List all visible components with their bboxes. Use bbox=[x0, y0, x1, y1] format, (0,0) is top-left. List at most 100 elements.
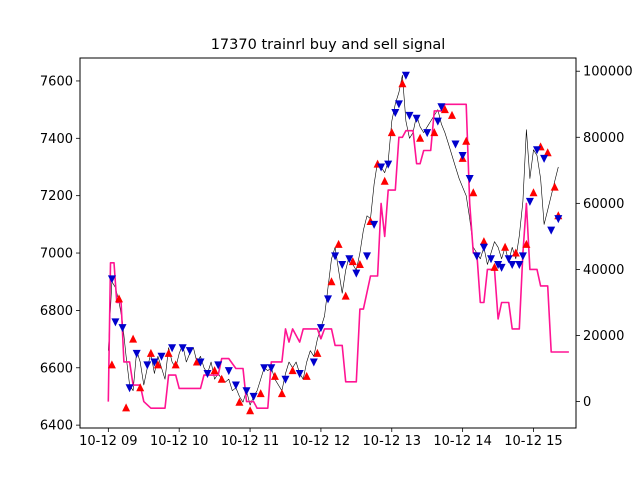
buy-signal-marker bbox=[543, 148, 552, 157]
buy-signal-marker bbox=[217, 374, 226, 383]
y-right-tick-label: 20000 bbox=[583, 329, 624, 344]
sell-signal-marker bbox=[497, 263, 506, 272]
sell-signal-marker bbox=[352, 269, 361, 278]
sell-signal-marker bbox=[168, 344, 177, 353]
sell-signal-marker bbox=[132, 349, 141, 358]
sell-signal-marker bbox=[309, 358, 318, 367]
buy-signal-marker bbox=[171, 360, 180, 369]
sell-signal-marker bbox=[150, 358, 159, 367]
sell-signal-marker bbox=[111, 318, 120, 327]
x-tick-label: 10-12 14 bbox=[433, 434, 491, 449]
sell-signal-marker bbox=[518, 252, 527, 261]
sell-signal-marker bbox=[118, 324, 127, 333]
y-left-tick-label: 6600 bbox=[40, 361, 73, 376]
buy-signal-marker bbox=[348, 257, 357, 266]
buy-signal-marker bbox=[246, 406, 255, 415]
sell-signal-marker bbox=[157, 352, 166, 361]
x-tick-label: 10-12 15 bbox=[504, 434, 562, 449]
sell-signal-marker bbox=[533, 146, 541, 155]
sell-signal-marker bbox=[125, 384, 134, 393]
sell-signal-marker bbox=[370, 220, 379, 229]
buy-signal-marker bbox=[440, 105, 449, 114]
sell-signal-marker bbox=[472, 252, 481, 261]
buy-signal-marker bbox=[522, 239, 531, 248]
sell-signal-marker bbox=[525, 197, 534, 206]
sell-signal-marker bbox=[178, 344, 187, 353]
buy-signal-marker bbox=[136, 383, 145, 392]
buy-signal-marker bbox=[313, 348, 322, 357]
sell-signal-marker bbox=[196, 358, 205, 367]
sell-signal-marker bbox=[540, 154, 549, 163]
sell-signal-marker bbox=[391, 109, 400, 117]
buy-signal-marker bbox=[122, 403, 131, 412]
buy-signal-marker bbox=[270, 371, 279, 380]
sell-signal-marker bbox=[504, 255, 513, 264]
y-axis-right: 0 20000 40000 60000 80000 100000 bbox=[576, 65, 633, 410]
buy-signal-marker bbox=[192, 357, 201, 366]
buy-signal-marker bbox=[550, 182, 559, 191]
buy-signal-marker bbox=[334, 239, 343, 248]
x-tick-label: 10-12 11 bbox=[221, 434, 279, 449]
buy-signal-marker bbox=[448, 110, 456, 119]
sell-signal-marker bbox=[423, 129, 432, 138]
buy-signal-marker bbox=[256, 389, 265, 398]
buy-signal-marker bbox=[146, 348, 155, 357]
buy-signal-marker bbox=[153, 360, 162, 369]
buy-signal-marker bbox=[469, 188, 478, 197]
sell-signal-marker bbox=[554, 215, 563, 224]
y-left-tick-label: 7000 bbox=[40, 247, 73, 262]
buy-signal-marker bbox=[511, 248, 520, 257]
y-right-tick-label: 60000 bbox=[583, 197, 624, 212]
buy-signal-marker bbox=[462, 136, 471, 145]
sell-signal-marker bbox=[249, 392, 258, 401]
sell-signal-marker bbox=[224, 367, 233, 376]
y-left-tick-label: 7200 bbox=[40, 189, 73, 204]
y-right-tick-label: 80000 bbox=[583, 131, 624, 146]
x-tick-label: 10-12 10 bbox=[150, 434, 208, 449]
buy-signal-marker bbox=[529, 188, 538, 197]
sell-signal-marker bbox=[143, 361, 152, 370]
sell-signal-marker bbox=[487, 255, 495, 264]
y-right-tick-label: 40000 bbox=[583, 263, 624, 278]
sell-signal-marker bbox=[345, 255, 354, 264]
buy-signal-marker bbox=[107, 360, 116, 369]
sell-signal-marker bbox=[107, 275, 116, 284]
sell-signal-marker bbox=[384, 160, 393, 169]
sell-signal-marker bbox=[242, 387, 251, 396]
sell-signal-marker bbox=[324, 295, 332, 304]
sell-signal-marker bbox=[260, 364, 269, 373]
buy-signal-marker bbox=[479, 237, 488, 246]
axes-frame bbox=[79, 57, 577, 429]
x-axis: 10-12 09 10-12 10 10-12 11 10-12 12 10-12 13… bbox=[79, 428, 563, 449]
buy-signal-marker bbox=[398, 79, 407, 88]
y-left-tick-label: 6400 bbox=[40, 419, 73, 434]
buy-signal-marker bbox=[341, 291, 350, 300]
y-right-tick-label: 0 bbox=[583, 395, 591, 410]
sell-signal-marker bbox=[547, 226, 556, 235]
sell-signal-marker bbox=[338, 261, 347, 269]
y-right-tick-label: 100000 bbox=[583, 65, 633, 80]
buy-signal-marker bbox=[235, 397, 244, 406]
sell-signal-marker bbox=[479, 243, 488, 252]
sell-signal-marker bbox=[214, 361, 223, 370]
buy-signal-marker bbox=[430, 128, 439, 137]
sell-signal-marker bbox=[281, 375, 290, 384]
sell-signal-marker bbox=[437, 103, 446, 112]
buy-signal-marker bbox=[501, 242, 510, 251]
buy-signal-marker bbox=[355, 260, 364, 268]
sell-signal-marker bbox=[203, 370, 212, 378]
sell-signal-marker bbox=[515, 261, 524, 269]
buy-signal-marker bbox=[416, 133, 425, 142]
y-axis-left: 6400 6600 6800 7000 7200 7400 7600 bbox=[40, 74, 80, 434]
buy-signal-marker bbox=[115, 294, 123, 303]
buy-signal-marker bbox=[129, 334, 138, 343]
sell-signal-marker bbox=[267, 364, 276, 373]
buy-signal-marker bbox=[490, 262, 499, 271]
y-left-tick-label: 7600 bbox=[40, 74, 73, 89]
plot-area bbox=[107, 71, 569, 415]
y-left-tick-label: 6800 bbox=[40, 304, 73, 319]
buy-signal-marker bbox=[277, 389, 286, 398]
position-series-line bbox=[107, 103, 569, 409]
